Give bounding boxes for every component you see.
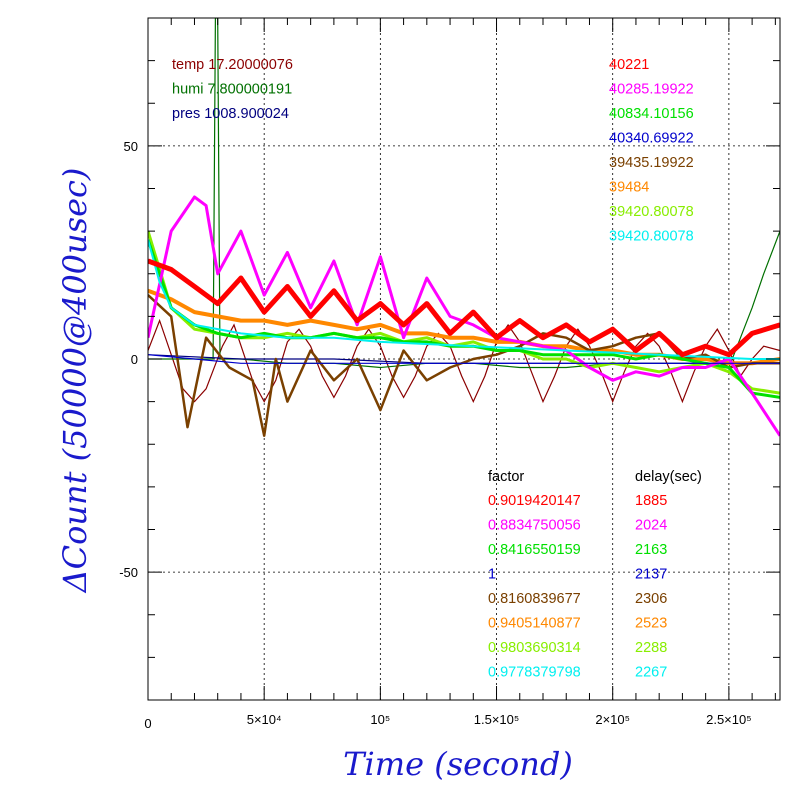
series-delay-label: 2024 bbox=[635, 518, 667, 534]
series-mean-label: 39420.80078 bbox=[609, 229, 694, 245]
series-delay-label: 2523 bbox=[635, 616, 667, 632]
legends: temp 17.20000076 humi 7.800000191 pres 100… bbox=[172, 57, 702, 681]
env-legend-entry: temp 17.20000076 bbox=[172, 57, 293, 73]
series-factor-label: 0.8416550159 bbox=[488, 542, 581, 558]
series-delay-label: 2267 bbox=[635, 665, 667, 681]
delay-header: delay(sec) bbox=[635, 469, 702, 485]
series-factor-label: 1 bbox=[488, 567, 496, 583]
series-factor-label: 0.9778379798 bbox=[488, 665, 581, 681]
series-delay-label: 2288 bbox=[635, 640, 667, 656]
series-mean-label: 39484 bbox=[609, 180, 649, 196]
series-factor-label: 0.9803690314 bbox=[488, 640, 581, 656]
series-mean-label: 39420.80078 bbox=[609, 204, 694, 220]
env-legend-entry: pres 1008.900024 bbox=[172, 106, 289, 122]
series-factor-label: 0.8160839677 bbox=[488, 591, 581, 607]
series-factor-label: 0.9405140877 bbox=[488, 616, 581, 632]
series-line-6 bbox=[148, 230, 780, 395]
series-line-0 bbox=[148, 258, 780, 358]
series-delay-label: 2137 bbox=[635, 567, 667, 583]
series-mean-label: 40340.69922 bbox=[609, 131, 694, 147]
series-mean-label: 40285.19922 bbox=[609, 82, 694, 98]
x-tick-label: 2.5×10⁵ bbox=[706, 712, 752, 727]
series-delay-label: 1885 bbox=[635, 493, 667, 509]
y-axis-title: ΔCount (50000@400usec) bbox=[56, 168, 94, 595]
x-tick-label: 5×10⁴ bbox=[247, 712, 282, 727]
series-delay-label: 2306 bbox=[635, 591, 667, 607]
y-tick-label: 0 bbox=[131, 352, 138, 367]
x-tick-label: 10⁵ bbox=[370, 712, 390, 727]
series-mean-label: 39435.19922 bbox=[609, 155, 694, 171]
factor-header: factor bbox=[488, 469, 524, 485]
series-lines bbox=[148, 18, 780, 437]
env-legend-entry: humi 7.800000191 bbox=[172, 82, 292, 98]
x-tick-label: 0 bbox=[144, 716, 151, 731]
series-mean-label: 40834.10156 bbox=[609, 106, 694, 122]
series-line-1 bbox=[148, 195, 780, 437]
series-factor-label: 0.9019420147 bbox=[488, 493, 581, 509]
series-mean-label: 40221 bbox=[609, 57, 649, 73]
y-tick-label: 50 bbox=[124, 139, 138, 154]
series-line-3 bbox=[148, 354, 780, 364]
axis-ticks: 0 5×10⁴ 10⁵ 1.5×10⁵ 2×10⁵ 2.5×10⁵ 50 0 -50 bbox=[119, 18, 780, 731]
series-line-7 bbox=[148, 239, 780, 360]
series-delay-label: 2163 bbox=[635, 542, 667, 558]
x-axis-title: Time (second) bbox=[343, 745, 573, 783]
x-tick-label: 2×10⁵ bbox=[595, 712, 630, 727]
y-tick-label: -50 bbox=[119, 565, 138, 580]
series-factor-label: 0.8834750056 bbox=[488, 518, 581, 534]
x-tick-label: 1.5×10⁵ bbox=[474, 712, 520, 727]
